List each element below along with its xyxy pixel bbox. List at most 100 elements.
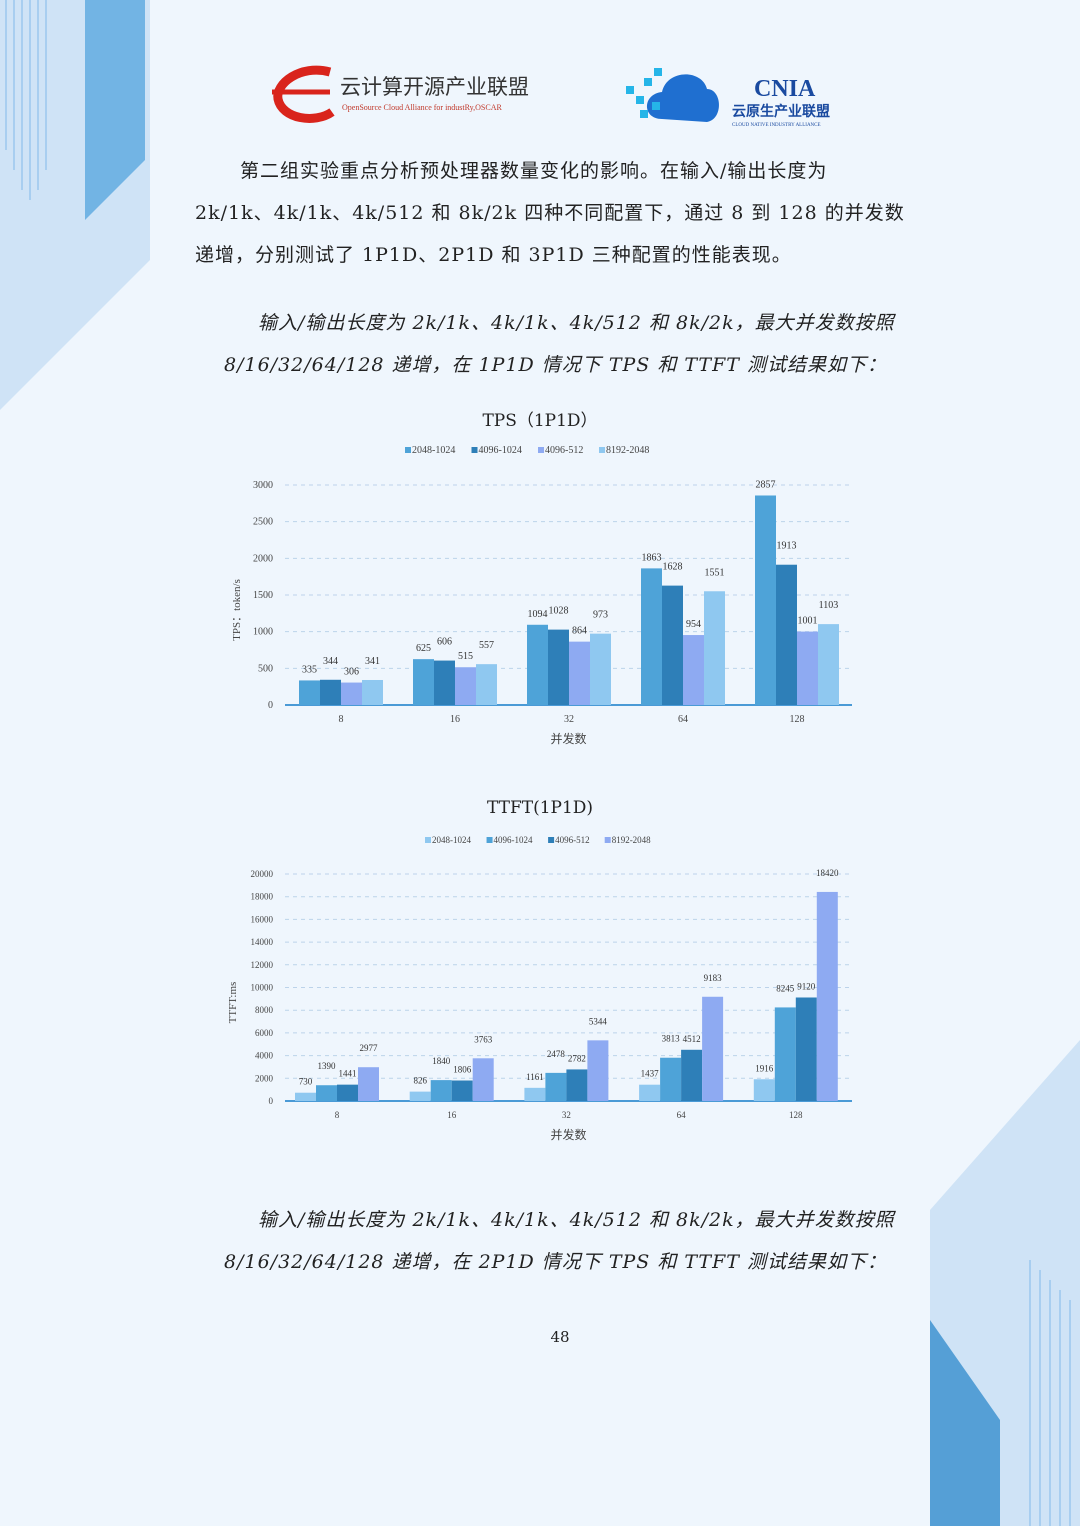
cnia-logo-subtitle: 云原生产业联盟 (732, 103, 830, 120)
bar (548, 629, 569, 705)
bar (704, 591, 725, 705)
bar (524, 1087, 546, 1101)
y-tick-label: 20000 (251, 869, 274, 879)
x-axis-label: 并发数 (550, 1127, 586, 1142)
x-tick-label: 16 (447, 1110, 457, 1120)
page-number: 48 (550, 1328, 570, 1346)
oscar-logo-name: 云计算开源产业联盟 (340, 75, 529, 99)
legend-label: 4096-1024 (494, 835, 533, 845)
data-label: 1628 (663, 562, 683, 573)
data-label: 954 (686, 619, 701, 630)
y-tick-label: 10000 (251, 983, 274, 993)
data-label: 1094 (528, 609, 548, 620)
bar (683, 635, 704, 705)
bar (776, 564, 797, 705)
data-label: 1028 (549, 606, 569, 617)
data-label: 1103 (819, 600, 839, 611)
legend-label: 2048-1024 (432, 835, 471, 845)
data-label: 4512 (683, 1034, 701, 1044)
data-label: 8245 (776, 983, 795, 993)
caption-line: 8/16/32/64/128 递增，在 2P1D 情况下 TPS 和 TTFT … (224, 1251, 887, 1273)
data-label: 515 (458, 651, 473, 662)
legend-swatch (405, 447, 411, 453)
y-tick-label: 1000 (253, 627, 273, 638)
data-label: 625 (416, 643, 431, 654)
bar (590, 633, 611, 705)
data-label: 344 (323, 656, 338, 667)
bar (316, 1085, 337, 1101)
data-label: 341 (365, 656, 380, 667)
bar (295, 1092, 316, 1101)
ttft-chart-title: TTFT(1P1D) (486, 798, 594, 818)
legend-swatch (604, 837, 611, 843)
bar (795, 997, 817, 1101)
legend-label: 8192-2048 (606, 445, 649, 456)
bar (362, 679, 383, 705)
bar (299, 680, 320, 705)
y-tick-label: 2000 (255, 1073, 274, 1083)
bar (641, 568, 662, 705)
data-label: 306 (344, 667, 359, 678)
cnia-logo-small: CLOUD NATIVE INDUSTRY ALLIANCE (732, 123, 821, 128)
data-label: 1437 (641, 1069, 660, 1079)
y-axis-label: TPS：token/s (231, 579, 243, 641)
data-label: 5344 (589, 1016, 608, 1026)
bar (413, 659, 434, 705)
corner-decoration-bottom-right (930, 1040, 1080, 1526)
cnia-logo-name: CNIA (754, 76, 816, 102)
x-tick-label: 128 (790, 714, 805, 725)
data-label: 864 (572, 626, 587, 637)
bar (358, 1067, 379, 1101)
oscar-logo-subtitle: OpenSource Cloud Alliance for industRy,O… (342, 103, 502, 112)
data-label: 1390 (318, 1061, 337, 1071)
x-tick-label: 8 (335, 1110, 340, 1120)
oscar-logo: 云计算开源产业联盟 OpenSource Cloud Alliance for … (270, 64, 550, 128)
data-label: 1551 (705, 567, 725, 578)
data-label: 2977 (360, 1043, 379, 1053)
bar (639, 1084, 661, 1101)
caption-line: 输入/输出长度为 2k/1k、4k/1k、4k/512 和 8k/2k，最大并发… (258, 312, 895, 334)
bar (337, 1084, 358, 1101)
legend-label: 4096-512 (555, 835, 590, 845)
paragraph-line: 第二组实验重点分析预处理器数量变化的影响。在输入/输出长度为 (240, 160, 828, 182)
data-label: 1840 (432, 1056, 451, 1066)
tps-chart: 2048-1024 4096-1024 4096-512 8192-2048 0 500 1… (231, 445, 852, 746)
y-tick-label: 14000 (251, 937, 274, 947)
caption-line: 输入/输出长度为 2k/1k、4k/1k、4k/512 和 8k/2k，最大并发… (258, 1209, 895, 1231)
y-tick-label: 6000 (255, 1028, 274, 1038)
data-label: 2782 (568, 1053, 586, 1063)
bar (816, 891, 838, 1101)
x-tick-label: 64 (678, 714, 688, 725)
data-label: 826 (413, 1076, 427, 1086)
bar (455, 667, 476, 705)
bar (681, 1049, 703, 1101)
data-label: 335 (302, 664, 317, 675)
bar (472, 1058, 494, 1101)
data-label: 1441 (339, 1069, 357, 1079)
bar (569, 641, 590, 705)
data-label: 1001 (798, 616, 818, 627)
legend-swatch (538, 447, 544, 453)
paragraph-line: 2k/1k、4k/1k、4k/512 和 8k/2k 四种不同配置下，通过 8 … (195, 202, 905, 224)
legend-swatch (599, 447, 605, 453)
bar (587, 1040, 609, 1101)
y-tick-label: 12000 (251, 960, 274, 970)
y-tick-label: 2000 (253, 553, 273, 564)
bar (476, 664, 497, 705)
legend-swatch (486, 837, 493, 843)
x-tick-label: 8 (339, 714, 344, 725)
data-label: 3813 (662, 1034, 681, 1044)
x-axis-label: 并发数 (550, 731, 586, 746)
bar (774, 1007, 796, 1101)
data-label: 557 (479, 640, 494, 651)
data-label: 606 (437, 637, 452, 648)
bar (434, 660, 455, 705)
bar (660, 1057, 682, 1101)
data-label: 18420 (816, 868, 839, 878)
legend-label: 4096-512 (545, 445, 583, 456)
bar (409, 1091, 431, 1101)
bar (320, 679, 341, 705)
data-label: 1913 (777, 541, 797, 552)
x-tick-label: 128 (789, 1110, 803, 1120)
data-label: 9183 (704, 973, 723, 983)
